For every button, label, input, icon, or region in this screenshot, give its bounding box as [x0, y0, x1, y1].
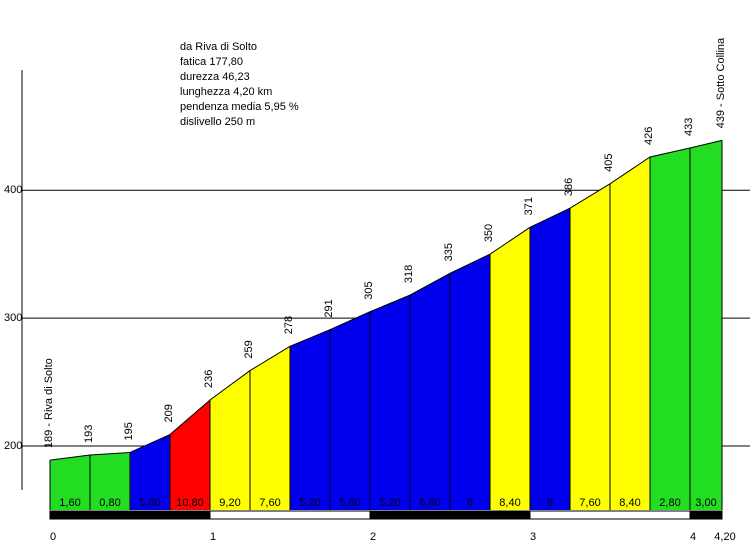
segment: [370, 295, 410, 510]
y-tick-label: 200: [4, 440, 22, 452]
segment: [610, 156, 650, 510]
segment: [250, 346, 290, 510]
elevation-label: 335: [443, 243, 455, 261]
elevation-label: 371: [523, 197, 535, 215]
elevation-label: 259: [243, 340, 255, 358]
gradient-label: 7,60: [259, 497, 280, 509]
elevation-label: 193: [83, 425, 95, 443]
y-tick-label: 300: [4, 312, 22, 324]
segment: [170, 400, 210, 510]
elevation-label: 426: [643, 127, 655, 145]
elevation-label: 305: [363, 281, 375, 299]
segment: [410, 273, 450, 510]
gradient-label: 1,60: [59, 497, 80, 509]
gradient-label: 5,60: [139, 497, 160, 509]
x-tick-label: 0: [50, 531, 56, 543]
gradient-label: 0,80: [99, 497, 120, 509]
elevation-label: 433: [683, 118, 695, 136]
elevation-label: 209: [163, 404, 175, 422]
distance-bar: [529, 510, 691, 520]
gradient-label: 5,20: [379, 497, 400, 509]
info-line: lunghezza 4,20 km: [180, 86, 272, 98]
segment: [450, 254, 490, 510]
segment: [690, 140, 722, 511]
elevation-label: 236: [203, 370, 215, 388]
gradient-label: 7,60: [579, 497, 600, 509]
gradient-label: 6: [467, 497, 473, 509]
distance-bar: [209, 510, 371, 520]
elevation-label: 195: [123, 422, 135, 440]
segment: [330, 311, 370, 510]
info-line: da Riva di Solto: [180, 41, 257, 53]
elevation-label: 350: [483, 224, 495, 242]
segment: [650, 148, 690, 510]
y-tick-label: 400: [4, 184, 22, 196]
segment: [50, 455, 90, 510]
gradient-label: 8,40: [499, 497, 520, 509]
gradient-label: 9,20: [219, 497, 240, 509]
elevation-label: 189 - Riva di Solto: [43, 358, 55, 448]
x-tick-label: 2: [370, 531, 376, 543]
segment: [210, 370, 250, 510]
segment: [90, 452, 130, 510]
gradient-label: 6,80: [419, 497, 440, 509]
gradient-label: 10,80: [176, 497, 204, 509]
info-line: dislivello 250 m: [180, 116, 255, 128]
gradient-label: 5,20: [299, 497, 320, 509]
elevation-label: 291: [323, 299, 335, 317]
gradient-label: 3,00: [695, 497, 716, 509]
segment: [130, 434, 170, 510]
info-line: durezza 46,23: [180, 71, 250, 83]
x-tick-label: 1: [210, 531, 216, 543]
gradient-label: 8: [547, 497, 553, 509]
elevation-label: 318: [403, 265, 415, 283]
distance-bar: [689, 510, 723, 520]
elevation-label: 386: [563, 178, 575, 196]
segment: [290, 329, 330, 510]
profile-line: [49, 139, 723, 461]
distance-bar: [49, 510, 211, 520]
gradient-label: 2,80: [659, 497, 680, 509]
elevation-label: 439 - Sotto Collina: [715, 37, 727, 128]
segment: [530, 208, 570, 511]
segment: [570, 183, 610, 510]
info-line: fatica 177,80: [180, 56, 243, 68]
gradient-label: 5,60: [339, 497, 360, 509]
distance-bar: [369, 510, 531, 520]
elevation-label: 405: [603, 153, 615, 171]
x-tick-label: 4: [690, 531, 696, 543]
x-tick-label: 4,20: [714, 531, 735, 543]
segment: [490, 227, 530, 511]
elevation-label: 278: [283, 316, 295, 334]
x-tick-label: 3: [530, 531, 536, 543]
info-line: pendenza media 5,95 %: [180, 101, 299, 113]
gradient-label: 8,40: [619, 497, 640, 509]
